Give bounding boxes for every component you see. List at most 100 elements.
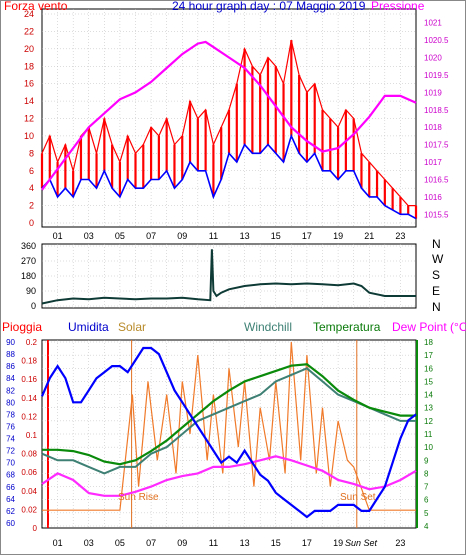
dewpoint-label: Dew Point (°C)	[392, 320, 466, 334]
dewpoint-tick-label: 18	[424, 338, 433, 347]
humidity-tick-label: 78	[6, 410, 15, 419]
top-right-tick-label: 1016	[424, 193, 442, 202]
rain-tick-label: 0.2	[26, 338, 38, 347]
compass-n-top: N	[432, 237, 441, 251]
direction-left-axis: 0 90 180 270 360	[21, 241, 36, 311]
direction-tick-label: 90	[26, 286, 36, 296]
chart-title: 24 hour graph day : 07 Maggio 2019	[172, 0, 366, 13]
bottom-right-axis: 4 5 6 7 8 9 10 11 12 13 14 15 16 17 18	[424, 338, 433, 531]
top-x-tick-label: 05	[115, 231, 125, 241]
top-x-tick-label: 23	[395, 231, 405, 241]
top-x-tick-label: 21	[364, 231, 374, 241]
top-right-tick-label: 1016.5	[424, 175, 449, 184]
top-x-tick-label: 13	[240, 231, 250, 241]
dewpoint-tick-label: 5	[424, 509, 429, 518]
humidity-tick-label: 80	[6, 398, 15, 407]
rain-tick-label: 0.06	[21, 468, 37, 477]
compass-n-bottom: N	[432, 300, 441, 314]
direction-tick-label: 270	[21, 256, 36, 266]
bottom-series	[40, 340, 417, 528]
middle-panel: 0 90 180 270 360 N W S E N	[21, 237, 444, 314]
top-x-tick-label: 19	[333, 231, 343, 241]
top-x-tick-label: 03	[84, 231, 94, 241]
top-left-tick-label: 8	[29, 148, 34, 158]
dewpoint-tick-label: 12	[424, 417, 433, 426]
top-left-tick-label: 2	[29, 201, 34, 211]
dewpoint-line	[41, 455, 417, 497]
top-right-tick-label: 1019	[424, 88, 442, 97]
top-left-tick-label: 22	[24, 26, 34, 36]
humidity-tick-label: 60	[6, 519, 15, 528]
direction-tick-label: 180	[21, 271, 36, 281]
top-left-tick-label: 6	[29, 166, 34, 176]
direction-tick-label: 360	[21, 241, 36, 251]
humidity-tick-label: 76	[6, 422, 15, 431]
bottom-x-tick-label: 11	[209, 538, 218, 548]
bottom-x-tick-label: 19	[333, 538, 343, 548]
bottom-x-tick-label: 23	[395, 538, 405, 548]
bottom-x-tick-label: 03	[84, 538, 94, 548]
rain-tick-label: 0.14	[21, 394, 37, 403]
dewpoint-tick-label: 7	[424, 483, 429, 492]
dewpoint-tick-label: 11	[424, 430, 433, 439]
direction-line	[41, 249, 416, 305]
dewpoint-tick-label: 10	[424, 443, 433, 452]
rain-tick-label: 0.04	[21, 487, 37, 496]
forza-vento-label: Forza vento	[4, 0, 68, 13]
top-right-tick-label: 1020.5	[424, 36, 449, 45]
humidity-line	[40, 346, 417, 519]
top-right-axis: 1015.5 1016 1016.5 1017 1017.5 1018 1018.5 1019…	[424, 19, 449, 220]
windchill-line	[41, 367, 416, 475]
humidity-tick-label: 72	[6, 447, 15, 456]
wind-gust-line	[41, 39, 416, 207]
rain-tick-label: 0.08	[21, 450, 37, 459]
rain-tick-label: 0	[33, 524, 38, 533]
temperatura-label: Temperatura	[313, 320, 381, 334]
top-right-tick-label: 1020	[424, 54, 442, 63]
bottom-x-tick-label: 15	[271, 538, 281, 548]
bottom-x-tick-label: 05	[115, 538, 125, 548]
pressure-line	[41, 40, 417, 191]
top-right-tick-label: 1021	[424, 19, 442, 28]
windchill-label: Windchill	[244, 320, 292, 334]
humidity-tick-label: 88	[6, 350, 15, 359]
top-right-tick-label: 1018.5	[424, 106, 449, 115]
sunset-tick-label: Sun Set	[345, 538, 378, 548]
top-left-tick-label: 16	[24, 79, 34, 89]
humidity-tick-label: 82	[6, 386, 15, 395]
dewpoint-tick-label: 4	[424, 522, 429, 531]
top-series	[40, 39, 418, 220]
temperature-line	[42, 363, 416, 466]
dewpoint-tick-label: 16	[424, 364, 433, 373]
top-x-tick-label: 01	[53, 231, 63, 241]
humidity-tick-label: 66	[6, 483, 15, 492]
dewpoint-tick-label: 13	[424, 404, 433, 413]
pioggia-label: Pioggia	[2, 320, 42, 334]
pressione-label: Pressione	[371, 0, 425, 13]
bottom-x-tick-label: 13	[240, 538, 250, 548]
bottom-x-axis: 01 03 05 07 09 11 13 15 17 19 23	[53, 538, 406, 548]
rain-tick-label: 0.12	[21, 412, 37, 421]
top-left-tick-label: 4	[29, 183, 34, 193]
direction-series	[41, 249, 416, 305]
solar-label: Solar	[118, 320, 146, 334]
top-left-tick-label: 0	[29, 218, 34, 228]
direction-tick-label: 0	[31, 301, 36, 311]
humidity-tick-label: 64	[6, 495, 15, 504]
humidity-tick-label: 90	[6, 338, 15, 347]
bottom-x-tick-label: 01	[53, 538, 63, 548]
bottom-x-tick-label: 09	[177, 538, 187, 548]
top-right-tick-label: 1015.5	[424, 210, 449, 219]
rain-tick-label: 0.1	[26, 431, 38, 440]
humidity-tick-label: 86	[6, 362, 15, 371]
top-right-tick-label: 1017.5	[424, 141, 449, 150]
humidity-tick-label: 68	[6, 471, 15, 480]
bottom-x-tick-label: 07	[146, 538, 156, 548]
humidity-tick-label: 62	[6, 507, 15, 516]
sunset-annotation: Sun Set	[340, 492, 376, 503]
dewpoint-tick-label: 9	[424, 456, 429, 465]
